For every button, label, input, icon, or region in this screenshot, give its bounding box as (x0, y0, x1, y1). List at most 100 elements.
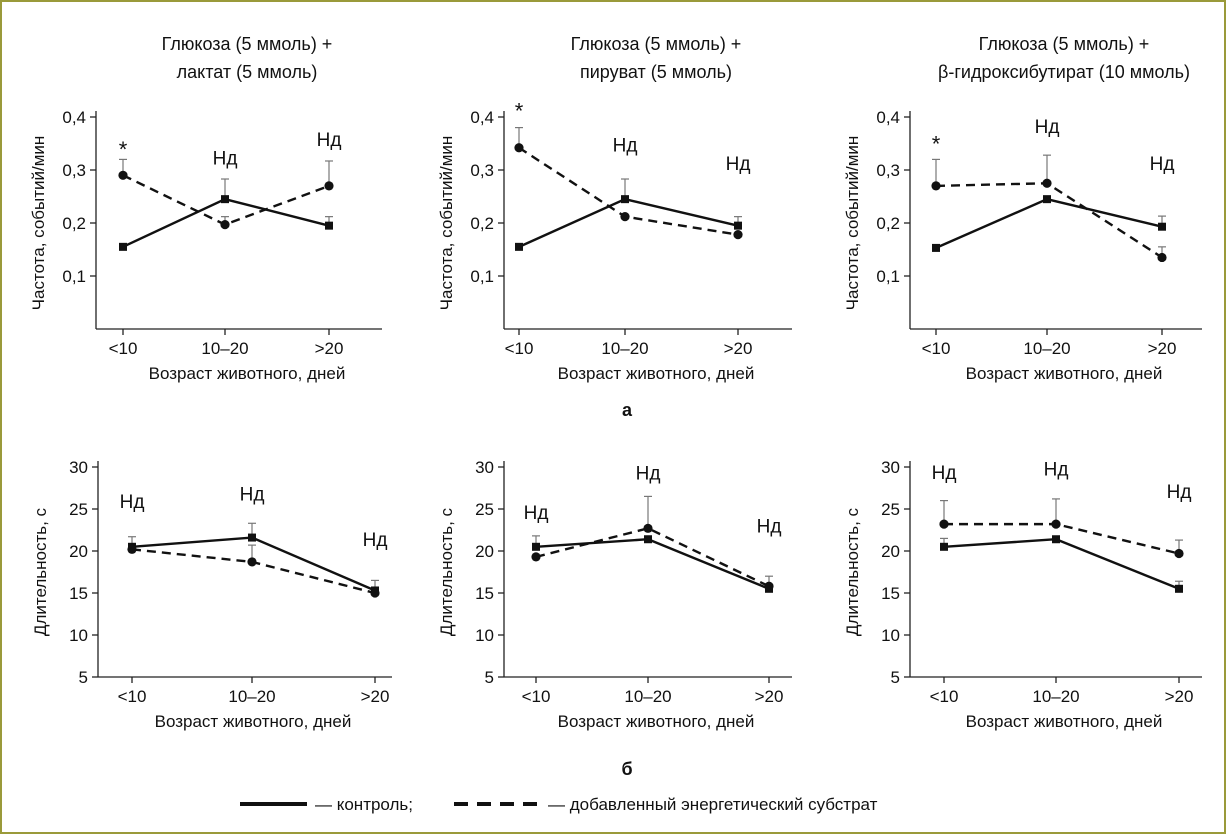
y-tick-label: 20 (881, 542, 900, 561)
substrate-data-point (220, 219, 230, 230)
substrate-data-point (643, 523, 653, 533)
substrate-data-point (127, 544, 137, 554)
y-tick-label: 0,1 (470, 267, 494, 286)
chart-panel-1: Глюкоза (5 ммоль) + лактат (5 ммоль) 0,1 0,… (29, 34, 382, 383)
x-tick-label: 10–20 (1032, 687, 1079, 706)
not-significant-label: Нд (726, 154, 751, 175)
y-tick-label: 0,4 (62, 108, 86, 127)
x-axis-label: Возраст животного, дней (149, 364, 346, 383)
y-tick-label: 0,4 (470, 108, 494, 127)
x-tick-label: >20 (724, 339, 753, 358)
chart-panel-3: Глюкоза (5 ммоль) + β-гидроксибутират (10… (843, 34, 1202, 383)
y-tick-label: 0,2 (470, 214, 494, 233)
control-data-point (1175, 584, 1183, 593)
legend: — контроль; — добавленный энергетический … (240, 795, 878, 814)
substrate-data-point (324, 181, 334, 191)
control-data-point (1158, 222, 1166, 231)
substrate-series-line (935, 182, 1163, 259)
control-series-line (935, 197, 1163, 250)
y-axis-label: Частота, событий/мин (437, 136, 456, 311)
substrate-series-line (944, 522, 1180, 555)
y-tick-label: 30 (69, 458, 88, 477)
control-data-point (515, 242, 523, 251)
x-tick-label: 10–20 (601, 339, 648, 358)
y-tick-label: 5 (891, 668, 900, 687)
y-tick-label: 5 (485, 668, 494, 687)
y-tick-label: 0,1 (62, 267, 86, 286)
substrate-data-point (764, 581, 774, 591)
chart-panel-2: Глюкоза (5 ммоль) + пируват (5 ммоль) 0,1 0… (437, 34, 792, 383)
y-tick-label: 15 (475, 584, 494, 603)
y-tick-label: 20 (69, 542, 88, 561)
x-axis-label: Возраст животного, дней (155, 712, 352, 731)
substrate-data-point (1042, 178, 1052, 188)
x-tick-label: 10–20 (228, 687, 275, 706)
x-tick-label: <10 (922, 339, 951, 358)
x-axis-label: Возраст животного, дней (558, 712, 755, 731)
control-data-point (248, 533, 256, 542)
x-tick-label: >20 (1148, 339, 1177, 358)
not-significant-label: Нд (757, 517, 782, 538)
not-significant-label: Нд (317, 130, 342, 151)
x-tick-label: >20 (1165, 687, 1194, 706)
x-tick-label: <10 (118, 687, 147, 706)
control-data-point (621, 195, 629, 204)
legend-substrate-label: — добавленный энергетический субстрат (548, 795, 878, 814)
x-tick-label: <10 (522, 687, 551, 706)
y-tick-label: 10 (475, 626, 494, 645)
control-data-point (1052, 535, 1060, 544)
substrate-data-point (1051, 519, 1061, 529)
not-significant-label: Нд (213, 149, 238, 170)
substrate-data-point (118, 170, 128, 180)
substrate-data-point (939, 519, 949, 529)
y-tick-label: 0,2 (876, 214, 900, 233)
row-label-a: а (622, 400, 633, 420)
chart-title-line: Глюкоза (5 ммоль) + (571, 34, 742, 54)
y-axis-label: Длительность, с (31, 507, 50, 636)
chart-panel-4: 5 10 15 20 25 30 <10 10–20 >20 Возраст животного,… (31, 458, 392, 731)
significance-marker: * (515, 99, 524, 124)
legend-control-label: — контроль; (315, 795, 413, 814)
chart-title-line: пируват (5 ммоль) (580, 62, 732, 82)
x-axis-label: Возраст животного, дней (966, 712, 1163, 731)
significance-marker: * (932, 131, 941, 156)
control-series-line (535, 538, 770, 590)
x-tick-label: 10–20 (1023, 339, 1070, 358)
not-significant-label: Нд (636, 464, 661, 485)
y-tick-label: 10 (69, 626, 88, 645)
y-axis-label: Частота, событий/мин (843, 136, 862, 311)
control-data-point (940, 542, 948, 551)
y-axis-label: Длительность, с (843, 507, 862, 636)
substrate-data-point (620, 212, 630, 222)
control-data-point (734, 221, 742, 230)
row-label-b: б (621, 759, 632, 779)
y-tick-label: 0,1 (876, 267, 900, 286)
y-tick-label: 25 (69, 500, 88, 519)
not-significant-label: Нд (1044, 459, 1069, 480)
control-data-point (325, 221, 333, 230)
y-tick-label: 0,2 (62, 214, 86, 233)
not-significant-label: Нд (240, 485, 265, 506)
y-axis-label: Частота, событий/мин (29, 136, 48, 311)
chart-title-line: Глюкоза (5 ммоль) + (979, 34, 1150, 54)
substrate-series-line (518, 146, 739, 236)
chart-title-line: лактат (5 ммоль) (177, 62, 318, 82)
y-tick-label: 0,4 (876, 108, 900, 127)
y-tick-label: 30 (881, 458, 900, 477)
y-tick-label: 10 (881, 626, 900, 645)
x-tick-label: 10–20 (624, 687, 671, 706)
y-tick-label: 15 (881, 584, 900, 603)
substrate-series-line (131, 548, 376, 595)
substrate-data-point (514, 143, 524, 153)
significance-marker: * (119, 137, 128, 162)
x-axis-label: Возраст животного, дней (966, 364, 1163, 383)
substrate-data-point (370, 588, 380, 598)
y-axis-label: Длительность, с (437, 507, 456, 636)
x-tick-label: 10–20 (201, 339, 248, 358)
substrate-data-point (247, 557, 257, 567)
not-significant-label: Нд (932, 463, 957, 484)
